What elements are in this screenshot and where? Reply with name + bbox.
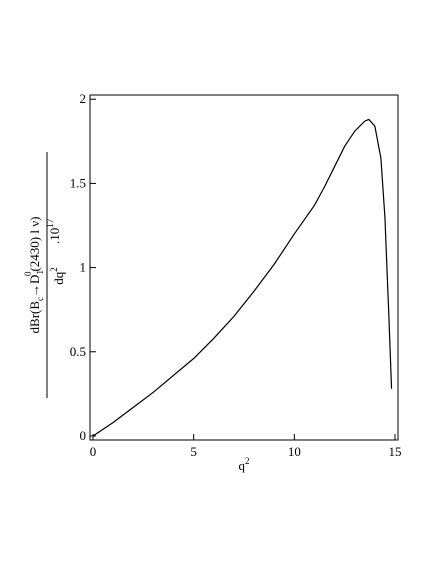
- x-axis-label: q2: [239, 456, 250, 473]
- y-tick-label: 0.5: [70, 344, 86, 359]
- y-tick-label: 1: [80, 260, 87, 275]
- x-tick-label: 10: [288, 444, 301, 459]
- y-axis-label: dBr(Bc→D10(2430) l ν) dq2 .1017: [23, 152, 66, 398]
- y-label-factor: .1017: [45, 218, 62, 244]
- y-label-numerator: dBr(Bc→D10(2430) l ν): [23, 217, 45, 334]
- x-tick-label: 0: [90, 444, 97, 459]
- x-tick-label: 15: [388, 444, 401, 459]
- line-series: [92, 118, 393, 437]
- y-tick-label: 0: [80, 428, 87, 443]
- y-tick-label: 2: [80, 91, 87, 106]
- y-label-denominator: dq2: [49, 267, 66, 285]
- y-tick-label: 1.5: [70, 175, 86, 190]
- x-tick-label: 5: [190, 444, 197, 459]
- plot-frame: [89, 94, 399, 441]
